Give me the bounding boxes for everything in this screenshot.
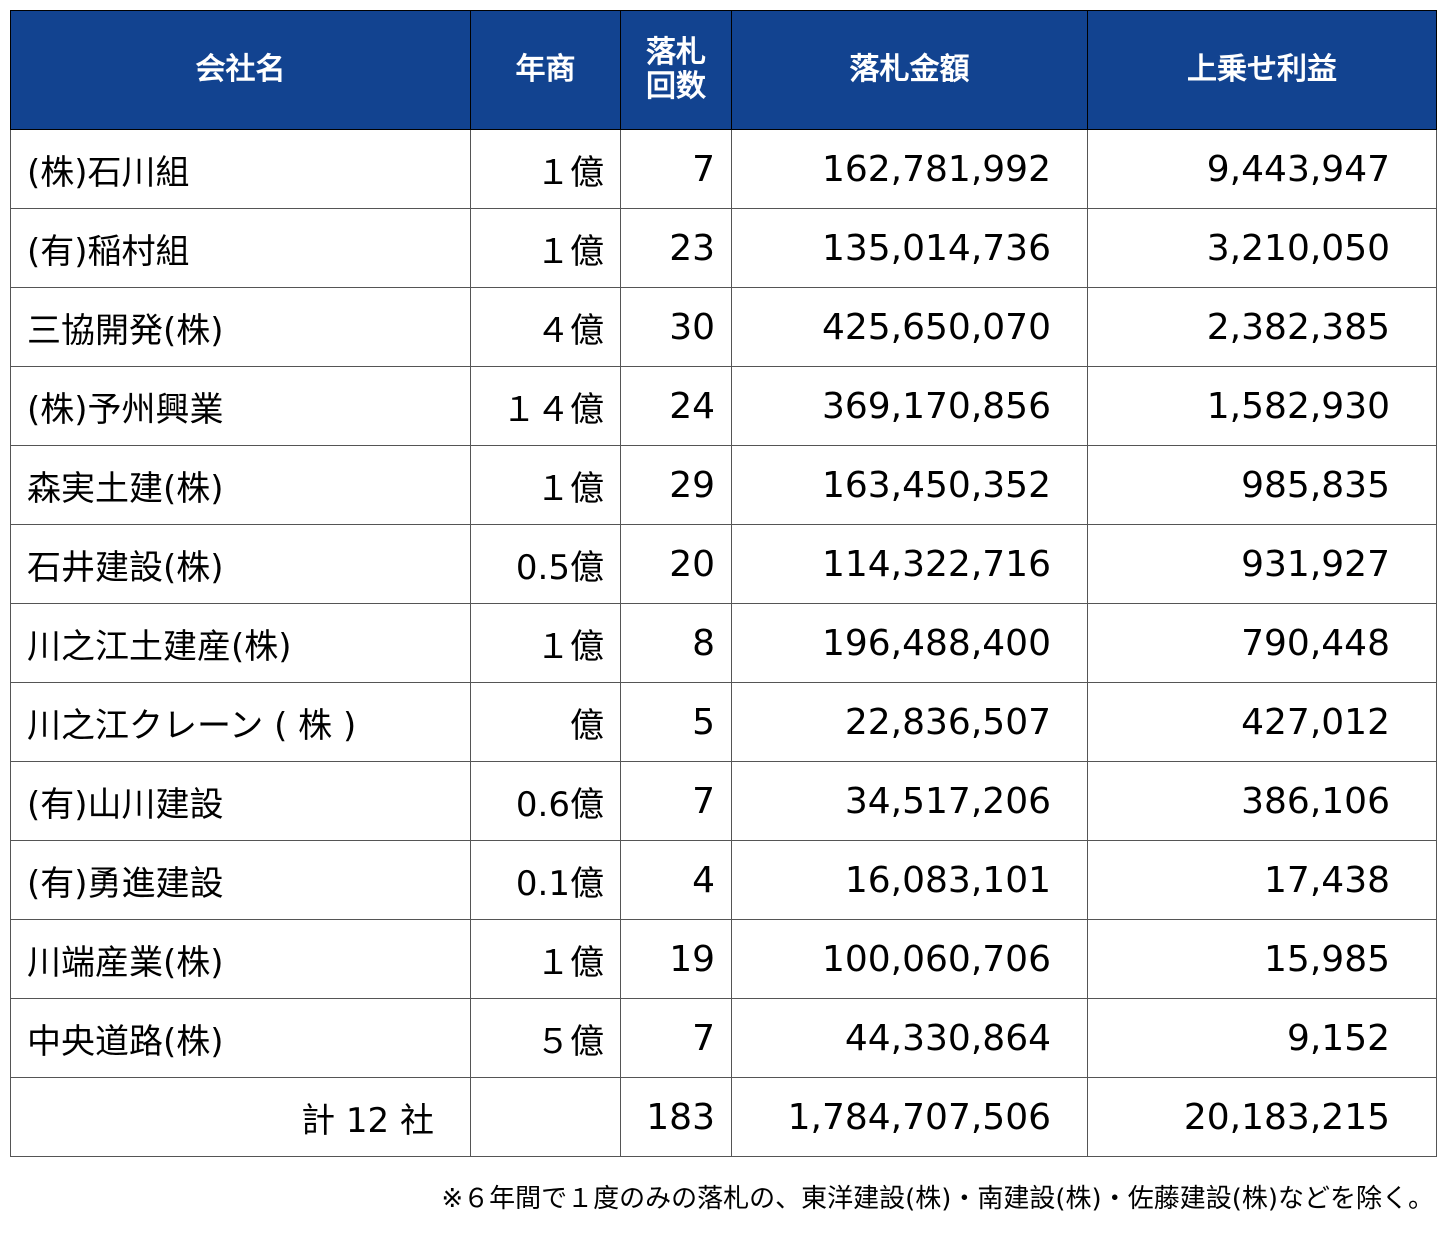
profit-cell: 15,985 xyxy=(1087,919,1437,999)
company-cell: 三協開発(株) xyxy=(10,287,471,367)
header-revenue: 年商 xyxy=(470,10,621,130)
revenue-cell: １億 xyxy=(470,208,621,288)
amount-cell: 114,322,716 xyxy=(731,524,1088,604)
amount-cell: 425,650,070 xyxy=(731,287,1088,367)
table-row: (有)勇進建設 0.1億 4 16,083,101 17,438 xyxy=(10,840,1437,920)
profit-cell: 17,438 xyxy=(1087,840,1437,920)
profit-cell: 985,835 xyxy=(1087,445,1437,525)
amount-cell: 135,014,736 xyxy=(731,208,1088,288)
company-cell: (有)山川建設 xyxy=(10,761,471,841)
table-row: 石井建設(株) 0.5億 20 114,322,716 931,927 xyxy=(10,524,1437,604)
profit-cell: 427,012 xyxy=(1087,682,1437,762)
wins-cell: 7 xyxy=(620,998,732,1078)
wins-cell: 20 xyxy=(620,524,732,604)
wins-cell: 24 xyxy=(620,366,732,446)
revenue-cell: 0.5億 xyxy=(470,524,621,604)
revenue-cell: １億 xyxy=(470,919,621,999)
wins-cell: 23 xyxy=(620,208,732,288)
revenue-cell: １億 xyxy=(470,445,621,525)
wins-cell: 7 xyxy=(620,761,732,841)
total-amount: 1,784,707,506 xyxy=(731,1077,1088,1157)
revenue-cell: ４億 xyxy=(470,287,621,367)
profit-cell: 931,927 xyxy=(1087,524,1437,604)
revenue-cell: ５億 xyxy=(470,998,621,1078)
amount-cell: 16,083,101 xyxy=(731,840,1088,920)
revenue-cell: 億 xyxy=(470,682,621,762)
wins-cell: 29 xyxy=(620,445,732,525)
company-cell: 森実土建(株) xyxy=(10,445,471,525)
table-row: (株)予州興業 １４億 24 369,170,856 1,582,930 xyxy=(10,366,1437,446)
profit-cell: 3,210,050 xyxy=(1087,208,1437,288)
company-cell: (株)予州興業 xyxy=(10,366,471,446)
wins-cell: 8 xyxy=(620,603,732,683)
header-profit: 上乗せ利益 xyxy=(1087,10,1437,130)
table-row: 川之江クレーン ( 株 ) 億 5 22,836,507 427,012 xyxy=(10,682,1437,762)
amount-cell: 44,330,864 xyxy=(731,998,1088,1078)
total-revenue xyxy=(470,1077,621,1157)
profit-cell: 9,443,947 xyxy=(1087,129,1437,209)
wins-cell: 7 xyxy=(620,129,732,209)
table-row: 中央道路(株) ５億 7 44,330,864 9,152 xyxy=(10,998,1437,1078)
amount-cell: 22,836,507 xyxy=(731,682,1088,762)
table-row: 森実土建(株) １億 29 163,450,352 985,835 xyxy=(10,445,1437,525)
company-cell: 川之江クレーン ( 株 ) xyxy=(10,682,471,762)
header-company: 会社名 xyxy=(10,10,471,130)
amount-cell: 163,450,352 xyxy=(731,445,1088,525)
table-row: 三協開発(株) ４億 30 425,650,070 2,382,385 xyxy=(10,287,1437,367)
table-row: (有)山川建設 0.6億 7 34,517,206 386,106 xyxy=(10,761,1437,841)
wins-cell: 5 xyxy=(620,682,732,762)
company-cell: (有)勇進建設 xyxy=(10,840,471,920)
wins-cell: 30 xyxy=(620,287,732,367)
total-wins: 183 xyxy=(620,1077,732,1157)
wins-cell: 4 xyxy=(620,840,732,920)
profit-cell: 9,152 xyxy=(1087,998,1437,1078)
company-cell: 石井建設(株) xyxy=(10,524,471,604)
total-label: 計 12 社 xyxy=(10,1077,471,1157)
amount-cell: 196,488,400 xyxy=(731,603,1088,683)
total-row: 計 12 社 183 1,784,707,506 20,183,215 xyxy=(10,1077,1437,1157)
revenue-cell: １４億 xyxy=(470,366,621,446)
header-row: 会社名 年商 落札 回数 落札金額 上乗せ利益 xyxy=(10,10,1437,130)
total-profit: 20,183,215 xyxy=(1087,1077,1437,1157)
profit-cell: 1,582,930 xyxy=(1087,366,1437,446)
company-cell: 川端産業(株) xyxy=(10,919,471,999)
table-row: 川端産業(株) １億 19 100,060,706 15,985 xyxy=(10,919,1437,999)
amount-cell: 34,517,206 xyxy=(731,761,1088,841)
revenue-cell: １億 xyxy=(470,603,621,683)
table-row: (株)石川組 １億 7 162,781,992 9,443,947 xyxy=(10,129,1437,209)
company-cell: (有)稲村組 xyxy=(10,208,471,288)
header-wins: 落札 回数 xyxy=(620,10,732,130)
revenue-cell: 0.6億 xyxy=(470,761,621,841)
amount-cell: 162,781,992 xyxy=(731,129,1088,209)
bid-results-table: 会社名 年商 落札 回数 落札金額 上乗せ利益 (株)石川組 １億 7 162,781… xyxy=(10,10,1437,1157)
profit-cell: 386,106 xyxy=(1087,761,1437,841)
company-cell: (株)石川組 xyxy=(10,129,471,209)
revenue-cell: １億 xyxy=(470,129,621,209)
amount-cell: 100,060,706 xyxy=(731,919,1088,999)
profit-cell: 790,448 xyxy=(1087,603,1437,683)
company-cell: 中央道路(株) xyxy=(10,998,471,1078)
profit-cell: 2,382,385 xyxy=(1087,287,1437,367)
table-row: 川之江土建産(株) １億 8 196,488,400 790,448 xyxy=(10,603,1437,683)
wins-cell: 19 xyxy=(620,919,732,999)
table-row: (有)稲村組 １億 23 135,014,736 3,210,050 xyxy=(10,208,1437,288)
amount-cell: 369,170,856 xyxy=(731,366,1088,446)
revenue-cell: 0.1億 xyxy=(470,840,621,920)
header-amount: 落札金額 xyxy=(731,10,1088,130)
company-cell: 川之江土建産(株) xyxy=(10,603,471,683)
footnote: ※６年間で１度のみの落札の、東洋建設(株)・南建設(株)・佐藤建設(株)などを除… xyxy=(441,1184,1434,1214)
